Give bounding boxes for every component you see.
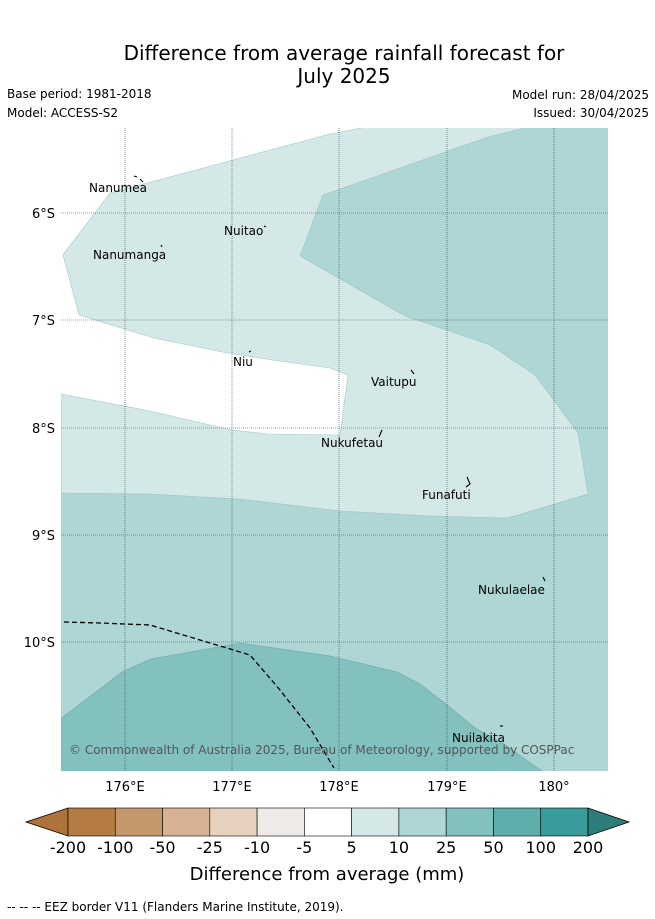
colorbar-segment — [162, 807, 211, 837]
lat-label: 9°S — [32, 529, 55, 544]
map-credit: © Commonwealth of Australia 2025, Bureau… — [69, 743, 574, 757]
colorbar-tick-label: 100 — [525, 838, 556, 857]
place-nuilakita: Nuilakita — [452, 731, 505, 745]
region-25-to-50 — [61, 642, 543, 771]
colorbar-tick-label: 10 — [389, 838, 409, 857]
title-line-2: July 2025 — [297, 64, 391, 88]
place-nukulaelae: Nukulaelae — [478, 583, 545, 597]
place-nanumea: Nanumea — [89, 181, 147, 195]
colorbar-tick-label: -5 — [296, 838, 312, 857]
lon-label: 176°E — [105, 780, 145, 795]
place-nuitao: Nuitao — [224, 224, 263, 238]
place-niu: Niu — [233, 355, 253, 369]
model-run: Model run: 28/04/2025 — [511, 88, 649, 102]
lon-label: 179°E — [427, 780, 467, 795]
place-nukufetau: Nukufetau — [321, 436, 383, 450]
lat-label: 6°S — [32, 207, 55, 222]
place-funafuti: Funafuti — [422, 488, 471, 502]
colorbar-tick-label: -10 — [244, 838, 270, 857]
place-vaitupu: Vaitupu — [371, 375, 417, 389]
model-name: Model: ACCESS-S2 — [7, 106, 119, 120]
place-nanumanga: Nanumanga — [93, 248, 166, 262]
colorbar-segment — [493, 807, 542, 837]
colorbar-ticks: -200 -100 -50 -25 -10 -5 5 10 25 50 100 200 — [50, 838, 603, 857]
colorbar-tick-label: -100 — [97, 838, 133, 857]
colorbar-tick-label: 200 — [573, 838, 604, 857]
colorbar-segment — [67, 807, 116, 837]
colorbar-segment — [540, 807, 589, 837]
colorbar-arrow-high — [587, 807, 631, 837]
lat-label: 8°S — [32, 422, 55, 437]
colorbar-tick-label: 50 — [483, 838, 503, 857]
lon-label: 178°E — [319, 780, 359, 795]
colorbar-segment — [445, 807, 494, 837]
colorbar-tick-label: 5 — [347, 838, 357, 857]
island-marks — [133, 175, 546, 727]
colorbar-tick-label: 25 — [436, 838, 456, 857]
base-period: Base period: 1981-2018 — [7, 87, 152, 101]
colorbar-tick-label: -200 — [50, 838, 86, 857]
colorbar-arrow-low — [24, 807, 69, 837]
lat-label: 10°S — [24, 636, 55, 651]
colorbar-segment — [256, 807, 305, 837]
eez-legend: -- -- -- EEZ border V11 (Flanders Marine… — [7, 900, 344, 914]
colorbar-segment — [304, 807, 352, 837]
lon-label: 180° — [538, 780, 569, 795]
issued-date: Issued: 30/04/2025 — [533, 106, 649, 120]
colorbar-tick-label: -25 — [197, 838, 223, 857]
colorbar-title: Difference from average (mm) — [190, 864, 465, 885]
lat-label: 7°S — [32, 314, 55, 329]
colorbar-tick-label: -50 — [149, 838, 175, 857]
colorbar-segment — [209, 807, 258, 837]
region-5-to-10 — [61, 128, 589, 519]
lon-label: 177°E — [212, 780, 252, 795]
eez-border — [63, 621, 335, 769]
colorbar — [24, 807, 631, 837]
colorbar-segment — [114, 807, 163, 837]
colorbar-segment — [351, 807, 400, 837]
colorbar-segment — [398, 807, 447, 837]
title-line-1: Difference from average rainfall forecas… — [123, 41, 565, 65]
